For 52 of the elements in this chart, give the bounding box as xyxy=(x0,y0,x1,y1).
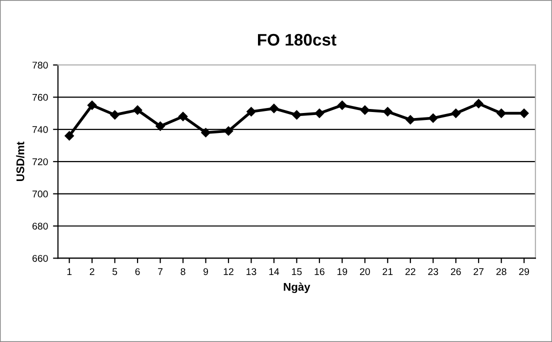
y-tick-label: 740 xyxy=(32,126,48,134)
x-tick-label: 20 xyxy=(360,268,370,276)
x-tick-label: 5 xyxy=(112,268,118,276)
x-tick-label: 23 xyxy=(428,268,438,276)
point xyxy=(156,122,165,131)
point xyxy=(201,128,210,138)
point xyxy=(314,108,324,118)
point xyxy=(246,107,256,116)
point xyxy=(338,100,347,110)
y-axis-title: USD/mt xyxy=(16,142,24,181)
point xyxy=(360,105,370,115)
y-tick-label: 720 xyxy=(32,158,48,166)
x-tick-label: 6 xyxy=(135,268,140,276)
x-tick-label: 1 xyxy=(67,268,72,275)
y-tick-label: 780 xyxy=(32,62,48,69)
point xyxy=(292,110,302,120)
x-tick-label: 12 xyxy=(224,268,234,275)
point xyxy=(496,108,506,118)
point xyxy=(406,115,416,124)
x-tick-label: 13 xyxy=(246,268,256,276)
point xyxy=(519,108,529,118)
x-tick-label: 9 xyxy=(204,268,208,276)
point xyxy=(451,108,460,118)
x-axis-title: Ngày xyxy=(284,282,310,294)
point xyxy=(383,107,392,116)
x-tick-label: 19 xyxy=(338,268,348,276)
point xyxy=(474,99,484,108)
y-tick-label: 700 xyxy=(32,190,48,198)
y-tick-label: 680 xyxy=(32,222,48,230)
point xyxy=(110,110,120,120)
point xyxy=(224,126,234,136)
x-tick-label: 29 xyxy=(519,268,530,276)
point xyxy=(64,131,74,140)
x-tick-label: 15 xyxy=(292,268,302,276)
x-tick-label: 7 xyxy=(158,268,162,275)
x-tick-label: 21 xyxy=(382,268,393,275)
y-tick-label: 660 xyxy=(32,254,48,262)
x-tick-label: 16 xyxy=(314,268,324,276)
point xyxy=(428,113,438,123)
x-tick-label: 2 xyxy=(90,268,94,275)
point xyxy=(132,105,142,115)
x-tick-label: 14 xyxy=(269,268,280,275)
y-tick-label: 760 xyxy=(32,94,48,101)
x-tick-label: 8 xyxy=(180,268,186,276)
point xyxy=(178,112,188,122)
point xyxy=(269,104,279,114)
x-tick-label: 26 xyxy=(450,268,461,276)
x-tick-label: 22 xyxy=(405,268,416,275)
x-tick-label: 27 xyxy=(474,268,484,275)
x-tick-label: 28 xyxy=(496,268,506,276)
chart-title: FO 180cst xyxy=(258,34,336,46)
point xyxy=(87,100,97,110)
